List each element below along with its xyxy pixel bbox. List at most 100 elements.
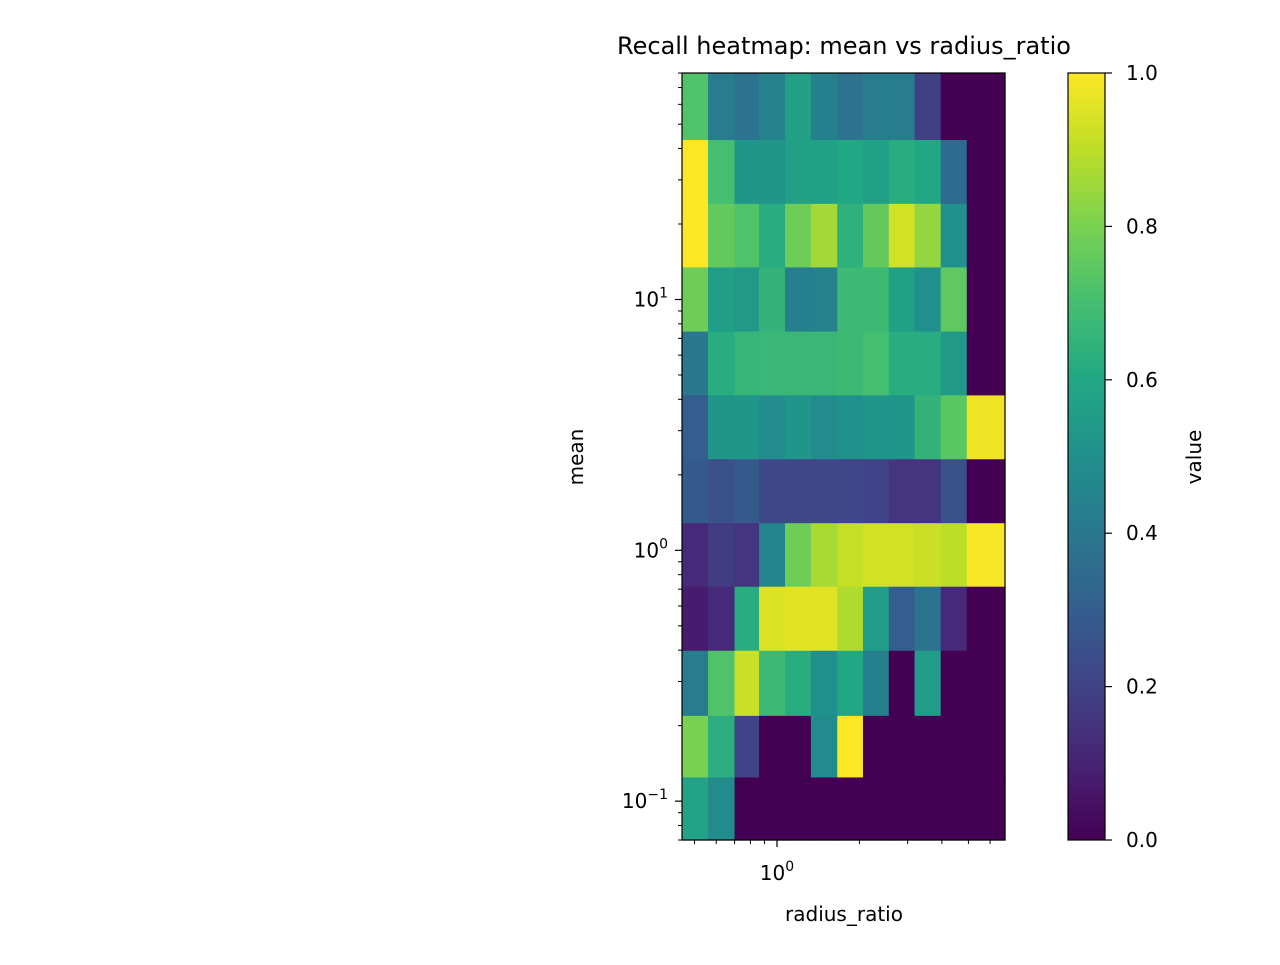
colorbar-tick-label: 0.4	[1126, 521, 1158, 545]
heatmap-cell	[759, 522, 786, 587]
heatmap-cell	[888, 458, 916, 524]
heatmap-cell	[734, 330, 760, 396]
heatmap-cell	[682, 522, 709, 587]
heatmap-cell	[734, 73, 760, 140]
heatmap-cell	[810, 776, 838, 841]
y-axis: 10−1 100 101	[622, 72, 682, 841]
heatmap-cell	[785, 586, 812, 651]
heatmap-cell	[682, 203, 709, 268]
heatmap-cell	[708, 203, 736, 268]
heatmap-cell	[837, 586, 864, 651]
heatmap-cell	[708, 394, 736, 460]
heatmap-cell	[734, 522, 760, 587]
heatmap-cell	[810, 650, 838, 716]
plot-frame	[681, 72, 1006, 841]
heatmap-cell	[914, 715, 942, 778]
heatmap-cell	[759, 203, 786, 268]
heatmap-cell	[940, 394, 968, 460]
heatmap-cell	[862, 394, 890, 460]
heatmap-cell	[734, 715, 760, 778]
heatmap-cell	[966, 522, 1006, 587]
heatmap-cell	[810, 330, 838, 396]
heatmap-cell	[837, 458, 864, 524]
heatmap-cell	[837, 330, 864, 396]
heatmap-cell	[862, 776, 890, 841]
colorbar-tick-label: 1.0	[1126, 61, 1158, 85]
heatmap-cell	[888, 650, 916, 716]
heatmap-cell	[837, 394, 864, 460]
heatmap-cell	[966, 330, 1006, 396]
heatmap-cell	[708, 522, 736, 587]
heatmap-cell	[940, 776, 968, 841]
heatmap-cell	[810, 715, 838, 778]
heatmap-cell	[759, 458, 786, 524]
heatmap-cell	[810, 266, 838, 332]
heatmap-cell	[914, 203, 942, 268]
heatmap-cell	[759, 715, 786, 778]
heatmap-cell	[837, 266, 864, 332]
heatmap-cell	[759, 776, 786, 841]
colorbar-tick-label: 0.0	[1126, 828, 1158, 852]
heatmap-cell	[708, 650, 736, 716]
heatmap-cell	[888, 776, 916, 841]
heatmap-cell	[759, 330, 786, 396]
heatmap-cell	[759, 650, 786, 716]
heatmap-cell	[862, 458, 890, 524]
heatmap-cell	[759, 586, 786, 651]
heatmap-cell	[708, 458, 736, 524]
heatmap-cell	[708, 73, 736, 140]
heatmap-cell	[914, 458, 942, 524]
heatmap-cell	[708, 266, 736, 332]
heatmap-cell	[837, 73, 864, 140]
heatmap-cell	[810, 203, 838, 268]
heatmap-cell	[940, 458, 968, 524]
heatmap-cell	[966, 203, 1006, 268]
heatmap-cell	[708, 715, 736, 778]
chart-title: Recall heatmap: mean vs radius_ratio	[617, 32, 1071, 60]
colorbar: 0.0 0.2 0.4 0.6 0.8 1.0 value	[1067, 61, 1206, 852]
heatmap-cell	[785, 458, 812, 524]
heatmap-cell	[682, 266, 709, 332]
heatmap-cell	[862, 522, 890, 587]
heatmap-cell	[914, 650, 942, 716]
colorbar-gradient	[1067, 72, 1106, 841]
heatmap-cell	[810, 139, 838, 204]
heatmap-cell	[682, 394, 709, 460]
heatmap-cell	[940, 522, 968, 587]
heatmap-cell	[734, 586, 760, 651]
heatmap-cell	[837, 650, 864, 716]
heatmap-cell	[940, 73, 968, 140]
y-tick-label: 10−1	[622, 787, 668, 813]
heatmap-cell	[734, 650, 760, 716]
heatmap-cell	[966, 776, 1006, 841]
heatmap-cell	[682, 330, 709, 396]
heatmap-cell	[862, 266, 890, 332]
heatmap-cell	[862, 139, 890, 204]
heatmap-cells	[682, 73, 1006, 841]
heatmap-cell	[810, 522, 838, 587]
heatmap-cell	[940, 266, 968, 332]
heatmap-cell	[914, 586, 942, 651]
heatmap-cell	[682, 458, 709, 524]
heatmap-cell	[966, 394, 1006, 460]
colorbar-label: value	[1182, 430, 1206, 485]
heatmap-cell	[914, 776, 942, 841]
heatmap-cell	[682, 586, 709, 651]
heatmap-cell	[888, 394, 916, 460]
heatmap-cell	[682, 139, 709, 204]
heatmap-cell	[759, 394, 786, 460]
colorbar-tick-label: 0.8	[1126, 214, 1158, 238]
heatmap-cell	[785, 73, 812, 140]
heatmap-cell	[682, 73, 709, 140]
heatmap-cell	[862, 715, 890, 778]
colorbar-ticks: 0.0 0.2 0.4 0.6 0.8 1.0	[1105, 61, 1158, 852]
x-tick-label: 100	[760, 859, 794, 885]
x-axis: 100	[694, 840, 991, 885]
heatmap-cell	[785, 139, 812, 204]
heatmap-cell	[759, 73, 786, 140]
heatmap-cell	[966, 715, 1006, 778]
heatmap-cell	[940, 139, 968, 204]
heatmap-cell	[914, 266, 942, 332]
heatmap-cell	[966, 266, 1006, 332]
heatmap-cell	[966, 73, 1006, 140]
